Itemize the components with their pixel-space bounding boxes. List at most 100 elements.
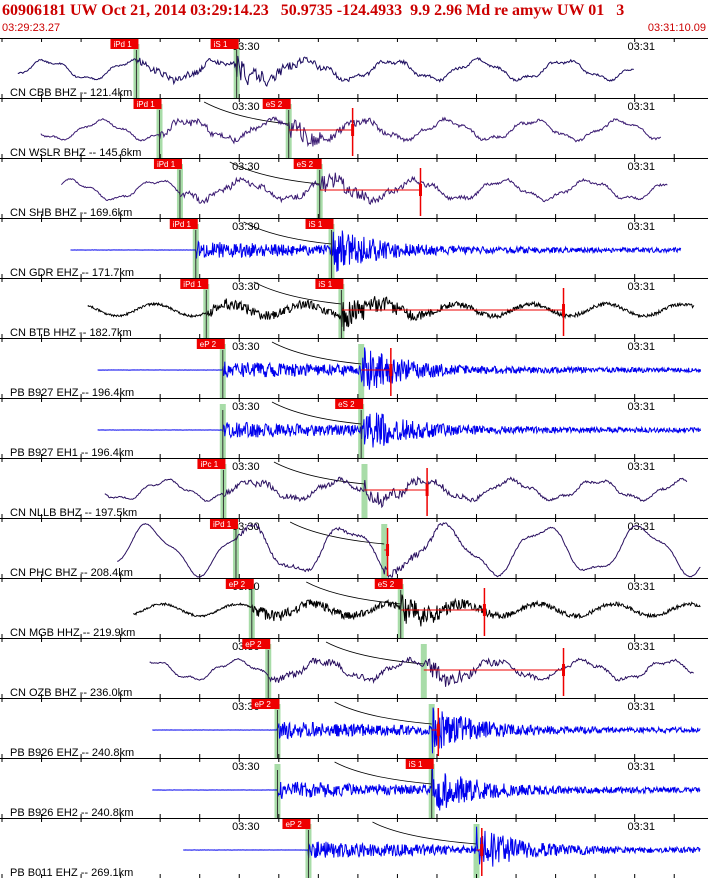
trace-panel: 03:30 03:31 iPc 1 CN NLLB BHZ -- 197.5km <box>0 458 708 519</box>
record-header: 60906181 UW Oct 21, 2014 03:29:14.23 50.… <box>0 0 708 38</box>
window-start-time: 03:29:23.27 <box>2 22 61 34</box>
s-pick-shade <box>473 824 480 878</box>
seismogram-panel: 03:30 03:31 iPd 1 iS 1 CN CBB BHZ -- 121.4km… <box>0 38 708 878</box>
s-pick-label: eS 2 <box>297 160 314 169</box>
trace-panel: 03:30 03:31 iPd 1 iS 1 CN BTB HHZ -- 182.7km <box>0 278 708 339</box>
travel-time-curve <box>334 761 432 785</box>
time-tick-label: 03:31 <box>628 821 656 833</box>
p-pick-label: iPd 1 <box>157 160 176 169</box>
p-pick-label: iPd 1 <box>183 280 202 289</box>
p-pick-box <box>225 579 254 589</box>
station-label: CN OZB BHZ -- 236.0km <box>10 687 132 699</box>
travel-time-curve <box>372 821 477 845</box>
amplitude-peak <box>482 604 486 616</box>
p-pick-box <box>169 219 198 229</box>
station-label: CN WSLR BHZ -- 145.6km <box>10 147 141 159</box>
time-tick-label: 03:30 <box>232 281 260 293</box>
s-pick-label: eS 2 <box>338 400 355 409</box>
p-pick-label: eP 2 <box>254 700 271 709</box>
trace-panel: 03:30 03:31 iPd 1 eS 2 CN SHB BHZ -- 169.6km <box>0 158 708 219</box>
time-tick-label: 03:31 <box>628 641 656 653</box>
trace-panel: 03:30 03:31 iS 1 PB B926 EH2 -- 240.8km <box>0 758 708 819</box>
s-pick-label: eS 2 <box>378 580 395 589</box>
s-pick-shade <box>358 344 365 398</box>
station-label: PB B927 EH1 -- 196.4km <box>10 447 134 459</box>
amplitude-peak <box>389 364 393 376</box>
event-title: 60906181 UW Oct 21, 2014 03:29:14.23 50.… <box>2 2 625 19</box>
time-tick-label: 03:30 <box>232 341 260 353</box>
amplitude-peak <box>562 664 566 676</box>
amplitude-peak <box>436 724 440 736</box>
station-label: CN BTB HHZ -- 182.7km <box>10 327 132 339</box>
station-label: PB B926 EHZ -- 240.8km <box>10 747 134 759</box>
p-pick-box <box>197 459 226 469</box>
s-pick-box <box>405 759 434 769</box>
waveform <box>87 296 695 332</box>
waveform <box>117 522 701 579</box>
travel-time-curve <box>289 521 385 545</box>
p-pick-box <box>282 819 311 829</box>
time-tick-label: 03:31 <box>628 41 656 53</box>
s-pick-box <box>335 399 364 409</box>
amplitude-peak <box>425 484 429 496</box>
s-pick-label: iS 1 <box>409 760 423 769</box>
station-label: PB B927 EHZ -- 196.4km <box>10 387 134 399</box>
station-label: CN PHC BHZ -- 208.4km <box>10 567 133 579</box>
waveform <box>60 172 668 205</box>
station-label: CN CBB BHZ -- 121.4km <box>10 87 132 99</box>
amplitude-peak <box>418 184 422 196</box>
p-pick-box <box>251 699 280 709</box>
p-pick-box <box>209 519 238 529</box>
time-tick-label: 03:30 <box>232 461 260 473</box>
s-pick-box <box>374 579 403 589</box>
p-pick-box <box>180 279 209 289</box>
p-pick-box <box>153 159 182 169</box>
p-pick-label: iPd 1 <box>113 40 132 49</box>
travel-time-curve <box>334 701 432 725</box>
time-tick-label: 03:30 <box>232 41 260 53</box>
waveform <box>152 707 701 754</box>
p-pick-box <box>110 39 139 49</box>
trace-panel: 03:30 03:31 iPd 1 eS 2 CN WSLR BHZ -- 145.6k… <box>0 98 708 159</box>
s-pick-label: eS 2 <box>266 100 283 109</box>
station-label: PB B926 EH2 -- 240.8km <box>10 807 134 819</box>
time-tick-label: 03:31 <box>628 521 656 533</box>
travel-time-curve <box>203 101 289 125</box>
s-pick-box <box>315 279 344 289</box>
p-pick-label: iPc 1 <box>200 460 218 469</box>
p-pick-box <box>133 99 162 109</box>
time-tick-label: 03:30 <box>232 221 260 233</box>
station-label: CN SHB BHZ -- 169.6km <box>10 207 132 219</box>
p-pick-label: iPd 1 <box>173 220 192 229</box>
station-label: CN GDR EHZ -- 171.7km <box>10 267 134 279</box>
s-pick-shade <box>361 464 368 518</box>
s-pick-label: iS 1 <box>318 280 332 289</box>
time-tick-label: 03:31 <box>628 161 656 173</box>
station-label: CN NLLB BHZ -- 197.5km <box>10 507 137 519</box>
time-tick-label: 03:31 <box>628 461 656 473</box>
trace-panel: 03:30 03:31 iPd 1 iS 1 CN CBB BHZ -- 121.4km <box>0 38 708 99</box>
s-pick-shade <box>420 644 427 698</box>
s-pick-label: iS 1 <box>309 220 323 229</box>
waveform <box>149 656 694 687</box>
p-pick-box <box>196 339 225 349</box>
travel-time-curve <box>271 401 362 425</box>
station-label: PB B011 EHZ -- 269.1km <box>10 867 133 878</box>
time-tick-label: 03:30 <box>232 821 260 833</box>
time-tick-label: 03:31 <box>628 581 656 593</box>
station-label: CN MGB HHZ -- 219.9km <box>10 627 135 639</box>
trace-panel: 03:30 03:31 eS 2 PB B927 EH1 -- 196.4km <box>0 398 708 459</box>
waveform <box>152 766 701 811</box>
time-tick-label: 03:31 <box>628 401 656 413</box>
travel-time-curve <box>271 341 362 365</box>
waveform <box>40 116 662 148</box>
amplitude-peak <box>351 124 355 136</box>
time-tick-label: 03:30 <box>232 401 260 413</box>
trace-panel: 03:30 03:31 eP 2 PB B011 EHZ -- 269.1km <box>0 818 708 878</box>
waveform <box>97 347 702 390</box>
time-tick-label: 03:31 <box>628 701 656 713</box>
time-tick-label: 03:31 <box>628 221 656 233</box>
time-tick-label: 03:30 <box>232 761 260 773</box>
